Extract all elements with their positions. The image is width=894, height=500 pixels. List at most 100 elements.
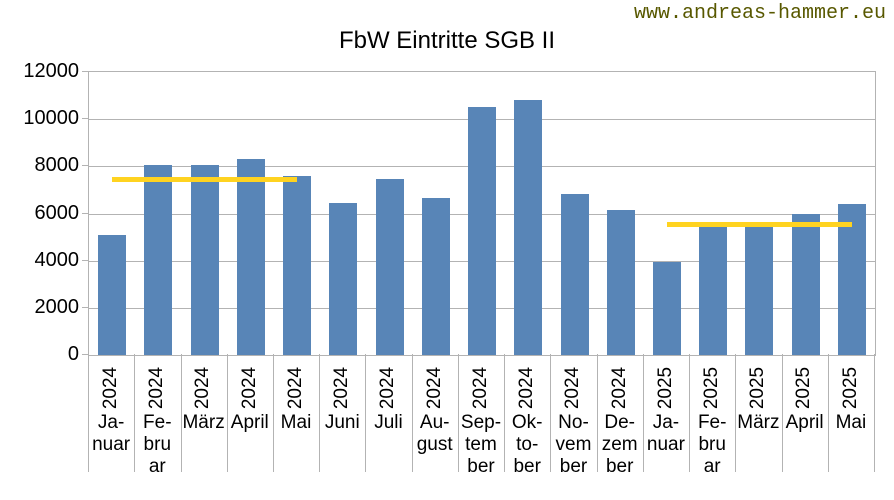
x-axis-separator	[874, 354, 875, 472]
y-axis-tick	[82, 259, 88, 261]
y-axis-label-12000: 12000	[23, 60, 79, 82]
x-axis-month-label-juli-2024: Juli	[374, 412, 403, 433]
x-axis-year-label-2024-februar: 2024	[134, 360, 180, 416]
x-axis-separator	[689, 354, 691, 472]
x-axis-month-label-maerz-2025: März	[737, 412, 780, 433]
x-axis-month-label-november-2024: No-vem ber	[555, 412, 592, 477]
y-axis-label-4000: 4000	[34, 248, 80, 271]
reference-line-2	[666, 222, 852, 228]
y-axis-label-6000: 6000	[34, 201, 80, 224]
year-text: 2025	[747, 366, 769, 410]
x-axis-year-label-2024-november: 2024	[550, 360, 596, 416]
x-axis-month-label-februar-2025: Fe-bru ar	[697, 412, 727, 477]
x-axis-year-label-2025-april: 2025	[782, 360, 828, 416]
x-axis-month-label-mai-2024: Mai	[280, 412, 312, 433]
bar-mai-2024	[283, 175, 312, 355]
x-axis-month-label-april-2025: April	[785, 412, 824, 433]
x-axis-separator	[180, 354, 182, 472]
chart-title: FbW Eintritte SGB II	[338, 27, 556, 54]
x-axis-year-label-2024-juni: 2024	[319, 360, 365, 416]
x-axis-separator	[226, 354, 228, 472]
x-axis-month-label-oktober-2024: Ok-to-ber	[511, 412, 543, 477]
x-axis-month-label-maerz-2024: März	[182, 412, 225, 433]
bar-september-2024	[468, 107, 496, 355]
year-text: 2024	[100, 366, 122, 410]
y-axis-label-8000: 8000	[34, 154, 80, 177]
year-text: 2024	[331, 366, 353, 410]
bar-april-2025	[791, 213, 820, 355]
year-text: 2024	[238, 366, 260, 410]
x-axis-year-label-2024-dezember: 2024	[597, 360, 643, 416]
bar-november-2024	[560, 193, 589, 355]
x-axis-year-label-2024-oktober: 2024	[504, 360, 550, 416]
x-axis-separator	[319, 354, 321, 472]
year-text: 2024	[608, 366, 630, 410]
year-text: 2025	[654, 366, 676, 410]
x-axis-year-label-2025-maerz: 2025	[735, 360, 781, 416]
x-axis-month-label-april-2024: April	[230, 412, 269, 433]
bar-juni-2024	[329, 202, 358, 355]
y-axis-tick	[82, 165, 88, 167]
x-axis-separator	[735, 354, 737, 472]
x-axis-month-label-august-2024: Au-gust	[416, 412, 453, 455]
x-axis-separator	[411, 354, 413, 472]
x-axis-year-label-2025-februar: 2025	[689, 360, 735, 416]
bar-januar-2025	[652, 261, 681, 355]
x-axis-year-label-2025-januar: 2025	[643, 360, 689, 416]
x-axis-separator	[365, 354, 367, 472]
bar-juli-2024	[375, 179, 404, 355]
y-axis-label-2000: 2000	[34, 295, 80, 318]
x-axis-year-label-2024-august: 2024	[412, 360, 458, 416]
bar-april-2024	[236, 159, 265, 355]
bar-oktober-2024	[514, 100, 543, 355]
y-axis-tick	[82, 306, 88, 308]
year-text: 2024	[562, 366, 584, 410]
x-axis-month-label-dezember-2024: De-zem ber	[601, 412, 638, 477]
x-axis-month-label-juni-2024: Juni	[324, 412, 360, 433]
x-axis-year-label-2024-september: 2024	[458, 360, 504, 416]
x-axis-separator	[642, 354, 644, 472]
x-axis-year-label-2025-mai: 2025	[828, 360, 874, 416]
year-text: 2024	[423, 366, 445, 410]
watermark-text: www.andreas-hammer.eu	[633, 2, 886, 25]
x-axis-separator	[827, 354, 829, 472]
x-axis-separator	[134, 354, 136, 472]
x-axis-separator	[272, 354, 274, 472]
x-axis-year-label-2024-juli: 2024	[365, 360, 411, 416]
year-text: 2024	[516, 366, 538, 410]
y-axis-label-10000: 10000	[23, 107, 79, 130]
x-axis-month-label-januar-2024: Ja-nuar	[92, 412, 131, 455]
x-axis-separator	[88, 354, 89, 472]
year-text: 2025	[793, 366, 815, 410]
bar-februar-2025	[699, 226, 728, 355]
bar-maerz-2024	[190, 165, 219, 355]
bar-januar-2024	[98, 234, 127, 355]
x-axis-separator	[596, 354, 598, 472]
x-axis-separator	[504, 354, 506, 472]
x-axis-year-label-2024-mai: 2024	[273, 360, 319, 416]
x-axis-separator	[457, 354, 459, 472]
bar-august-2024	[421, 198, 450, 355]
y-axis-tick	[82, 71, 88, 72]
bar-dezember-2024	[606, 210, 635, 355]
year-text: 2024	[192, 366, 214, 410]
x-axis-month-label-februar-2024: Fe-bru ar	[143, 412, 172, 477]
x-axis-separator	[781, 354, 783, 472]
year-text: 2025	[701, 366, 723, 410]
plot-area	[88, 71, 876, 356]
x-axis-separator	[550, 354, 552, 472]
year-text: 2024	[469, 366, 491, 410]
y-axis-tick	[82, 212, 88, 214]
year-text: 2025	[839, 366, 861, 410]
x-axis-year-label-2024-april: 2024	[227, 360, 273, 416]
x-axis-month-label-mai-2025: Mai	[835, 412, 867, 433]
bar-februar-2024	[144, 165, 173, 355]
bar-maerz-2025	[745, 221, 774, 355]
year-text: 2024	[377, 366, 399, 410]
year-text: 2024	[146, 366, 168, 410]
y-axis-label-0: 0	[67, 343, 79, 365]
year-text: 2024	[284, 366, 306, 410]
x-axis-month-label-september-2024: Sep-tem ber	[460, 412, 502, 477]
y-axis-tick	[82, 118, 88, 120]
x-axis-month-label-januar-2025: Ja-nuar	[646, 412, 685, 455]
